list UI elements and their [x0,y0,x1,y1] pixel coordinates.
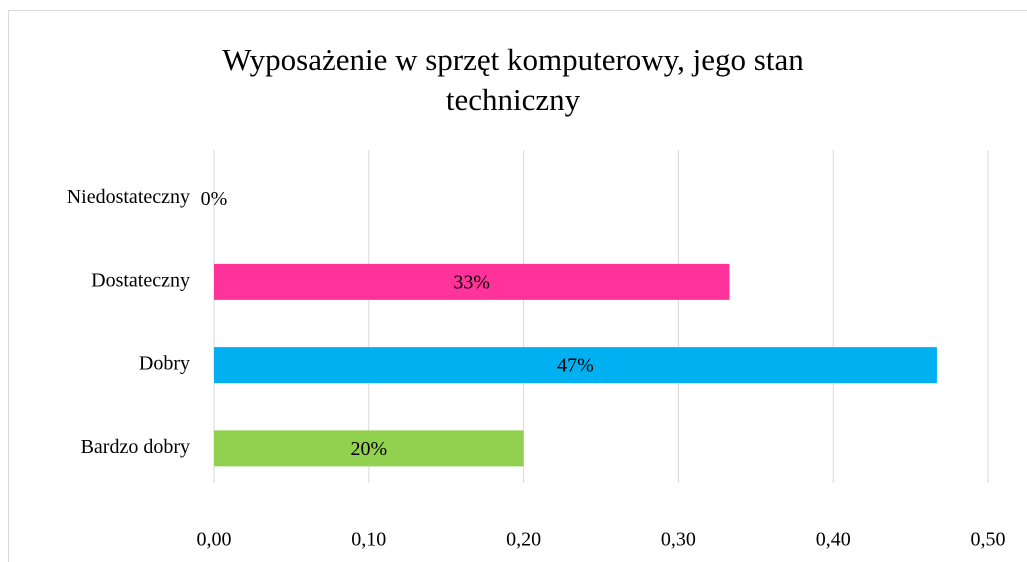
y-tick-label: Dobry [139,353,190,375]
y-tick-label: Bardzo dobry [81,436,190,458]
data-label: 0% [201,188,228,210]
bar [214,430,524,467]
x-tick-label: 0,50 [971,529,1006,551]
x-tick-label: 0,30 [661,529,696,551]
x-tick-label: 0,10 [351,529,386,551]
chart-title: Wyposażenie w sprzęt komputerowy, jego s… [222,42,804,117]
bar [214,347,937,384]
y-tick-label: Dostateczny [91,269,190,291]
data-label: 20% [350,438,387,460]
x-tick-label: 0,00 [197,529,232,551]
y-tick-label: Niedostateczny [67,186,190,208]
x-tick-label: 0,20 [506,529,541,551]
x-tick-label: 0,40 [816,529,851,551]
data-label: 47% [557,355,594,377]
data-label: 33% [453,271,490,293]
chart-frame [8,10,1027,562]
bar [214,263,730,300]
